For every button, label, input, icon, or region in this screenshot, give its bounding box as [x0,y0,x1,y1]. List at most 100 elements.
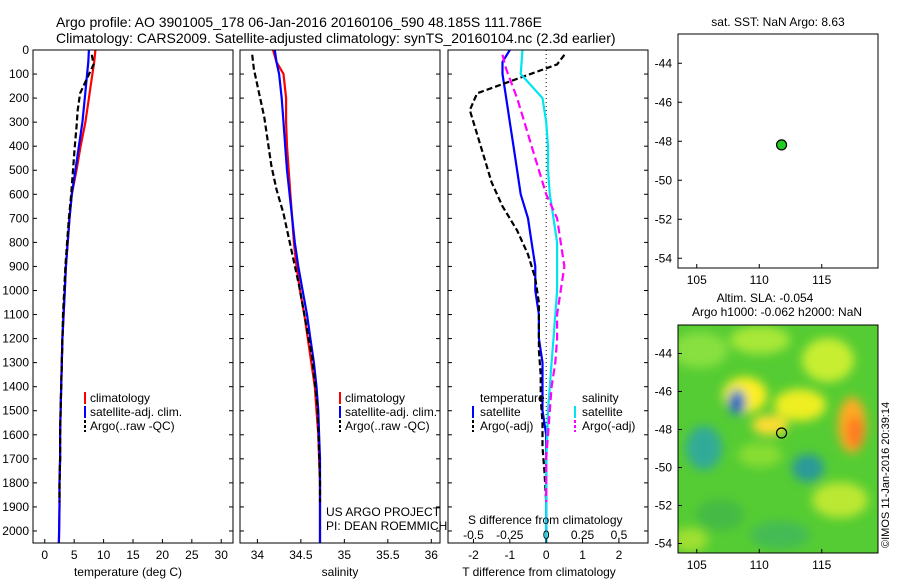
y-tick-label: -46 [655,385,673,399]
y-tick-label: 400 [9,139,29,153]
legend-satellite: satellite-adj. clim. [345,405,437,419]
series-line-salinity-satellite [519,50,559,543]
sla-blob [738,443,782,467]
sla-blob [678,332,728,368]
y-tick-label: -46 [655,95,673,109]
x-tick-label: 15 [126,548,140,562]
legend-climatology: climatology [90,391,150,405]
y-tick-label: -44 [655,56,673,70]
y-tick-label: -48 [655,134,673,148]
x-tick-label: -1 [504,548,515,562]
temperature-ticks: 0100200300400500600700800900100011001200… [2,43,233,562]
y-tick-label: 500 [9,163,29,177]
legend-argo: Argo(..raw -QC) [345,419,430,433]
sla-heatmap [678,325,878,553]
series-line-temperature-argo-adj- [468,54,566,503]
project-label: US ARGO PROJECT [326,505,441,519]
x-tick-label: 115 [812,558,831,572]
x-tick-label: 25 [185,548,199,562]
legend-climatology: climatology [345,391,405,405]
y-tick-label: 1000 [2,283,29,297]
sla-blob [752,415,788,435]
y-tick-label: -52 [655,212,673,226]
x-tick-label: -2 [468,548,479,562]
sla-marks: -44 -46 -48 -50 -52 -54 105 110 115 [655,347,832,573]
x-tick-label: 30 [215,548,229,562]
sla-title-line2: Argo h1000: -0.062 h2000: NaN [692,305,862,319]
y-tick-label: 1400 [2,380,29,394]
legend-argo: Argo(..raw -QC) [90,419,175,433]
x-tick-label: 0 [543,548,550,562]
sla-blob [678,528,708,552]
legend-s-satellite: satellite [582,405,623,419]
salinity-panel: 34 34.5 35 35.5 36 salinity climatology sate… [239,49,447,579]
legend-s-argo: Argo(-adj) [582,419,635,433]
y-tick-label: -54 [655,537,673,551]
sla-blobs [678,326,868,552]
x-tick-label: 115 [812,273,831,287]
x-tick-label: 10 [97,548,111,562]
y-tick-label: 700 [9,211,29,225]
x-tick-label: 110 [750,558,769,572]
legend-t-argo: Argo(-adj) [480,419,533,433]
y-tick-label: 1900 [2,500,29,514]
sla-blob [750,521,810,549]
difference-xlabel: T difference from climatology [462,565,616,579]
x-tick-label: 1 [579,548,586,562]
legend-salinity-title: salinity [582,391,619,405]
temperature-xlabel: temperature (deg C) [74,565,182,579]
legend-satellite: satellite-adj. clim. [90,405,182,419]
sla-blob [812,482,868,518]
y-tick-label: -50 [655,461,673,475]
temperature-legend: climatology satellite-adj. clim. Argo(..… [84,391,182,433]
series-line-climatology [271,50,322,543]
x-tick-label: 35.5 [376,548,400,562]
s-tick-label: 0.5 [611,528,628,542]
s-tick-label: 0 [543,528,550,542]
s-difference-label: S difference from climatology [468,513,623,527]
y-tick-label: 0 [22,43,29,57]
y-tick-label: 2000 [2,524,29,538]
x-tick-label: 35 [338,548,352,562]
pi-label: PI: DEAN ROEMMICH [326,519,447,533]
y-tick-label: 300 [9,115,29,129]
s-tick-label: 0.25 [571,528,595,542]
y-tick-label: -54 [655,251,673,265]
imos-credit: ©IMOS 11-Jan-2016 20:39:14 [880,402,892,548]
sst-axes-frame [677,33,879,269]
header-line1: Argo profile: AO 3901005_178 06-Jan-2016… [56,14,542,30]
x-tick-label: 105 [687,558,707,572]
series-line-salinity-argo-adj- [501,54,566,503]
sla-blob [732,397,742,411]
x-tick-label: 110 [750,273,769,287]
temperature-lines [57,50,97,543]
legend-temperature-title: temperature [480,391,545,405]
x-tick-label: 2 [616,548,623,562]
series-line-argo-raw-qc- [58,54,95,503]
y-tick-label: 1200 [2,332,29,346]
y-tick-label: 1800 [2,476,29,490]
difference-panel: -2 -1 0 1 2 -0.5 -0.25 0 0.25 0.5 S difference fr… [447,49,649,579]
x-tick-label: 0 [41,548,48,562]
y-tick-label: 1700 [2,452,29,466]
salinity-xlabel: salinity [322,565,359,579]
sla-blob [802,338,854,382]
sla-blob [774,389,826,421]
x-tick-label: 20 [156,548,170,562]
difference-ticks: -2 -1 0 1 2 -0.5 -0.25 0 0.25 0.5 [448,49,648,562]
difference-legend: temperature satellite Argo(-adj) salinit… [472,391,635,433]
sla-blob [792,454,824,482]
sla-blob [847,416,863,448]
sst-map-panel: sat. SST: NaN Argo: 8.63 -44 -46 -48 -50 -52… [655,15,879,287]
y-tick-label: 200 [9,91,29,105]
y-tick-label: -50 [655,173,673,187]
y-tick-label: 900 [9,259,29,273]
x-tick-label: 34 [251,548,265,562]
y-tick-label: 1100 [3,308,29,322]
difference-lines [468,50,566,543]
series-line-argo-raw-qc- [251,54,322,503]
s-tick-label: -0.5 [463,528,484,542]
x-tick-label: 105 [687,273,707,287]
y-tick-label: -52 [655,499,673,513]
